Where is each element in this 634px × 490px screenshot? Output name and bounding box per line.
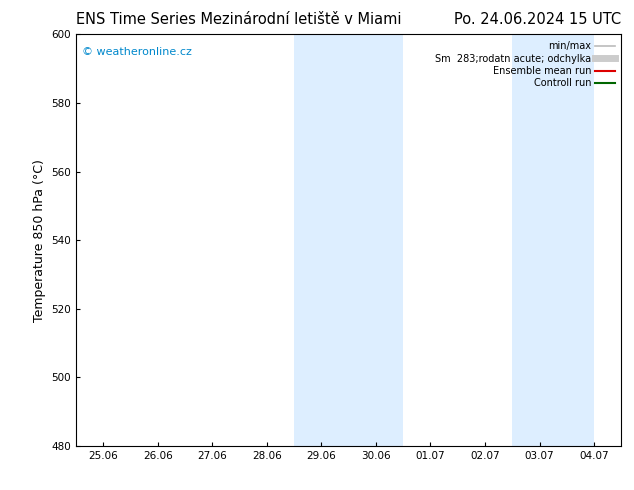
- Text: © weatheronline.cz: © weatheronline.cz: [82, 47, 191, 57]
- Text: ENS Time Series Mezinárodní letiště v Miami: ENS Time Series Mezinárodní letiště v Mi…: [76, 12, 401, 27]
- Bar: [512, 34, 594, 446]
- Legend: min/max, Sm  283;rodatn acute; odchylka, Ensemble mean run, Controll run: min/max, Sm 283;rodatn acute; odchylka, …: [433, 39, 616, 90]
- Text: Po. 24.06.2024 15 UTC: Po. 24.06.2024 15 UTC: [454, 12, 621, 27]
- Y-axis label: Temperature 850 hPa (°C): Temperature 850 hPa (°C): [33, 159, 46, 321]
- Bar: [294, 34, 403, 446]
